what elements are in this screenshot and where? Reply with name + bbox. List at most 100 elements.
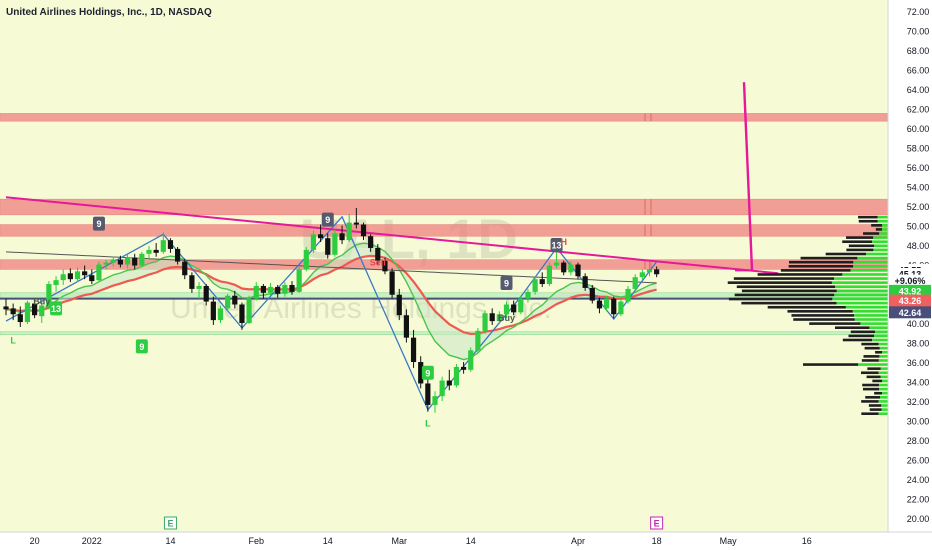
candle-body — [275, 286, 281, 294]
time-tick: 14 — [466, 536, 476, 546]
volume-profile-buy — [878, 342, 888, 346]
volume-profile-sell — [734, 293, 835, 297]
candle-body — [596, 300, 603, 309]
price-label-box — [889, 306, 931, 319]
candle-body — [325, 238, 331, 255]
volume-profile-sell — [809, 322, 861, 325]
time-tick: 20 — [30, 536, 40, 546]
volume-profile-sell — [858, 219, 878, 223]
candle-body — [24, 302, 31, 323]
volume-profile-sell — [866, 375, 881, 379]
candle-body — [282, 285, 288, 294]
candle-body — [296, 269, 302, 292]
candle-body — [132, 257, 138, 266]
time-tick: 16 — [802, 536, 812, 546]
volume-profile-sell — [736, 285, 836, 289]
setup-count-badge — [421, 365, 434, 380]
price-label: 43.92 — [899, 286, 922, 296]
setup-count-badge — [500, 276, 513, 291]
candle-body — [461, 366, 467, 370]
price-tick: 38.00 — [907, 339, 930, 349]
candle-body — [146, 249, 152, 254]
candle-body — [561, 262, 567, 273]
volume-profile-sell — [727, 281, 832, 284]
volume-profile-buy — [831, 281, 888, 284]
volume-profile-sell — [863, 355, 880, 358]
volume-profile-buy — [881, 404, 888, 407]
volume-profile-sell — [842, 338, 873, 342]
volume-profile-buy — [879, 387, 888, 391]
price-tick: 68.00 — [907, 46, 930, 56]
volume-profile-sell — [787, 310, 853, 313]
candle-body — [475, 330, 481, 351]
volume-profile-buy — [879, 232, 888, 235]
volume-profile-buy — [874, 334, 888, 338]
time-tick: May — [720, 536, 738, 546]
setup-count-label: 9 — [139, 342, 144, 352]
price-label: 43.26 — [899, 296, 922, 306]
volume-profile-buy — [854, 318, 888, 321]
candle-body — [32, 303, 38, 316]
time-axis — [0, 532, 932, 550]
candle-body — [539, 279, 545, 285]
price-label-box — [889, 274, 931, 287]
volume-profile-buy — [869, 326, 888, 330]
price-tick: 52.00 — [907, 202, 930, 212]
volume-profile-buy — [854, 314, 888, 317]
volume-profile-buy — [835, 285, 888, 289]
volume-profile-buy — [879, 346, 888, 350]
price-label: 45.13 — [899, 269, 922, 279]
time-tick: 14 — [165, 536, 175, 546]
volume-profile-sell — [846, 248, 874, 252]
price-tick: 40.00 — [907, 319, 930, 329]
candle-body — [303, 249, 309, 270]
candle-body — [318, 234, 324, 239]
volume-profile-sell — [863, 387, 880, 391]
candle-body — [46, 284, 52, 307]
price-tick: 26.00 — [907, 456, 930, 466]
volume-profile-buy — [882, 228, 888, 231]
volume-profile-sell — [846, 236, 874, 239]
candle-body — [189, 275, 195, 289]
candle-body — [89, 275, 95, 282]
volume-profile-buy — [850, 269, 888, 272]
price-tick: 28.00 — [907, 436, 930, 446]
volume-profile-sell — [825, 252, 867, 256]
volume-profile-buy — [880, 367, 888, 370]
price-label: 42.64 — [899, 308, 922, 318]
volume-profile-sell — [850, 330, 875, 334]
candle-body — [289, 285, 295, 292]
volume-profile-sell — [835, 326, 870, 330]
setup-count-label: 13 — [552, 241, 562, 251]
candle-body — [532, 279, 538, 292]
volume-profile-buy — [882, 391, 888, 395]
time-tick: Apr — [571, 536, 585, 546]
setup-count-label: 9 — [325, 215, 330, 225]
volume-profile-buy — [853, 264, 888, 268]
volume-profile-sell — [861, 371, 879, 375]
price-tick: 32.00 — [907, 397, 930, 407]
volume-profile-buy — [882, 224, 888, 227]
volume-profile-buy — [858, 363, 888, 366]
price-tick: 20.00 — [907, 514, 930, 524]
candle-body — [553, 262, 560, 266]
setup-count-badge — [550, 238, 563, 253]
candle-body — [82, 271, 88, 276]
candle-body — [267, 286, 274, 293]
earnings-icon — [163, 516, 177, 530]
candle-body — [253, 285, 259, 299]
volume-profile-sell — [865, 396, 881, 399]
candle-body — [124, 257, 131, 265]
candle-body — [503, 304, 510, 315]
earnings-label: E — [654, 519, 660, 529]
projection-spike — [742, 82, 754, 271]
volume-profile-buy — [866, 252, 888, 256]
candle-body — [74, 271, 81, 280]
candle-body — [175, 248, 181, 262]
volume-profile-sell — [733, 277, 835, 280]
candle-body — [332, 233, 338, 255]
volume-profile-sell — [741, 289, 837, 293]
volume-profile-buy — [882, 350, 888, 354]
volume-profile-sell — [868, 404, 882, 407]
